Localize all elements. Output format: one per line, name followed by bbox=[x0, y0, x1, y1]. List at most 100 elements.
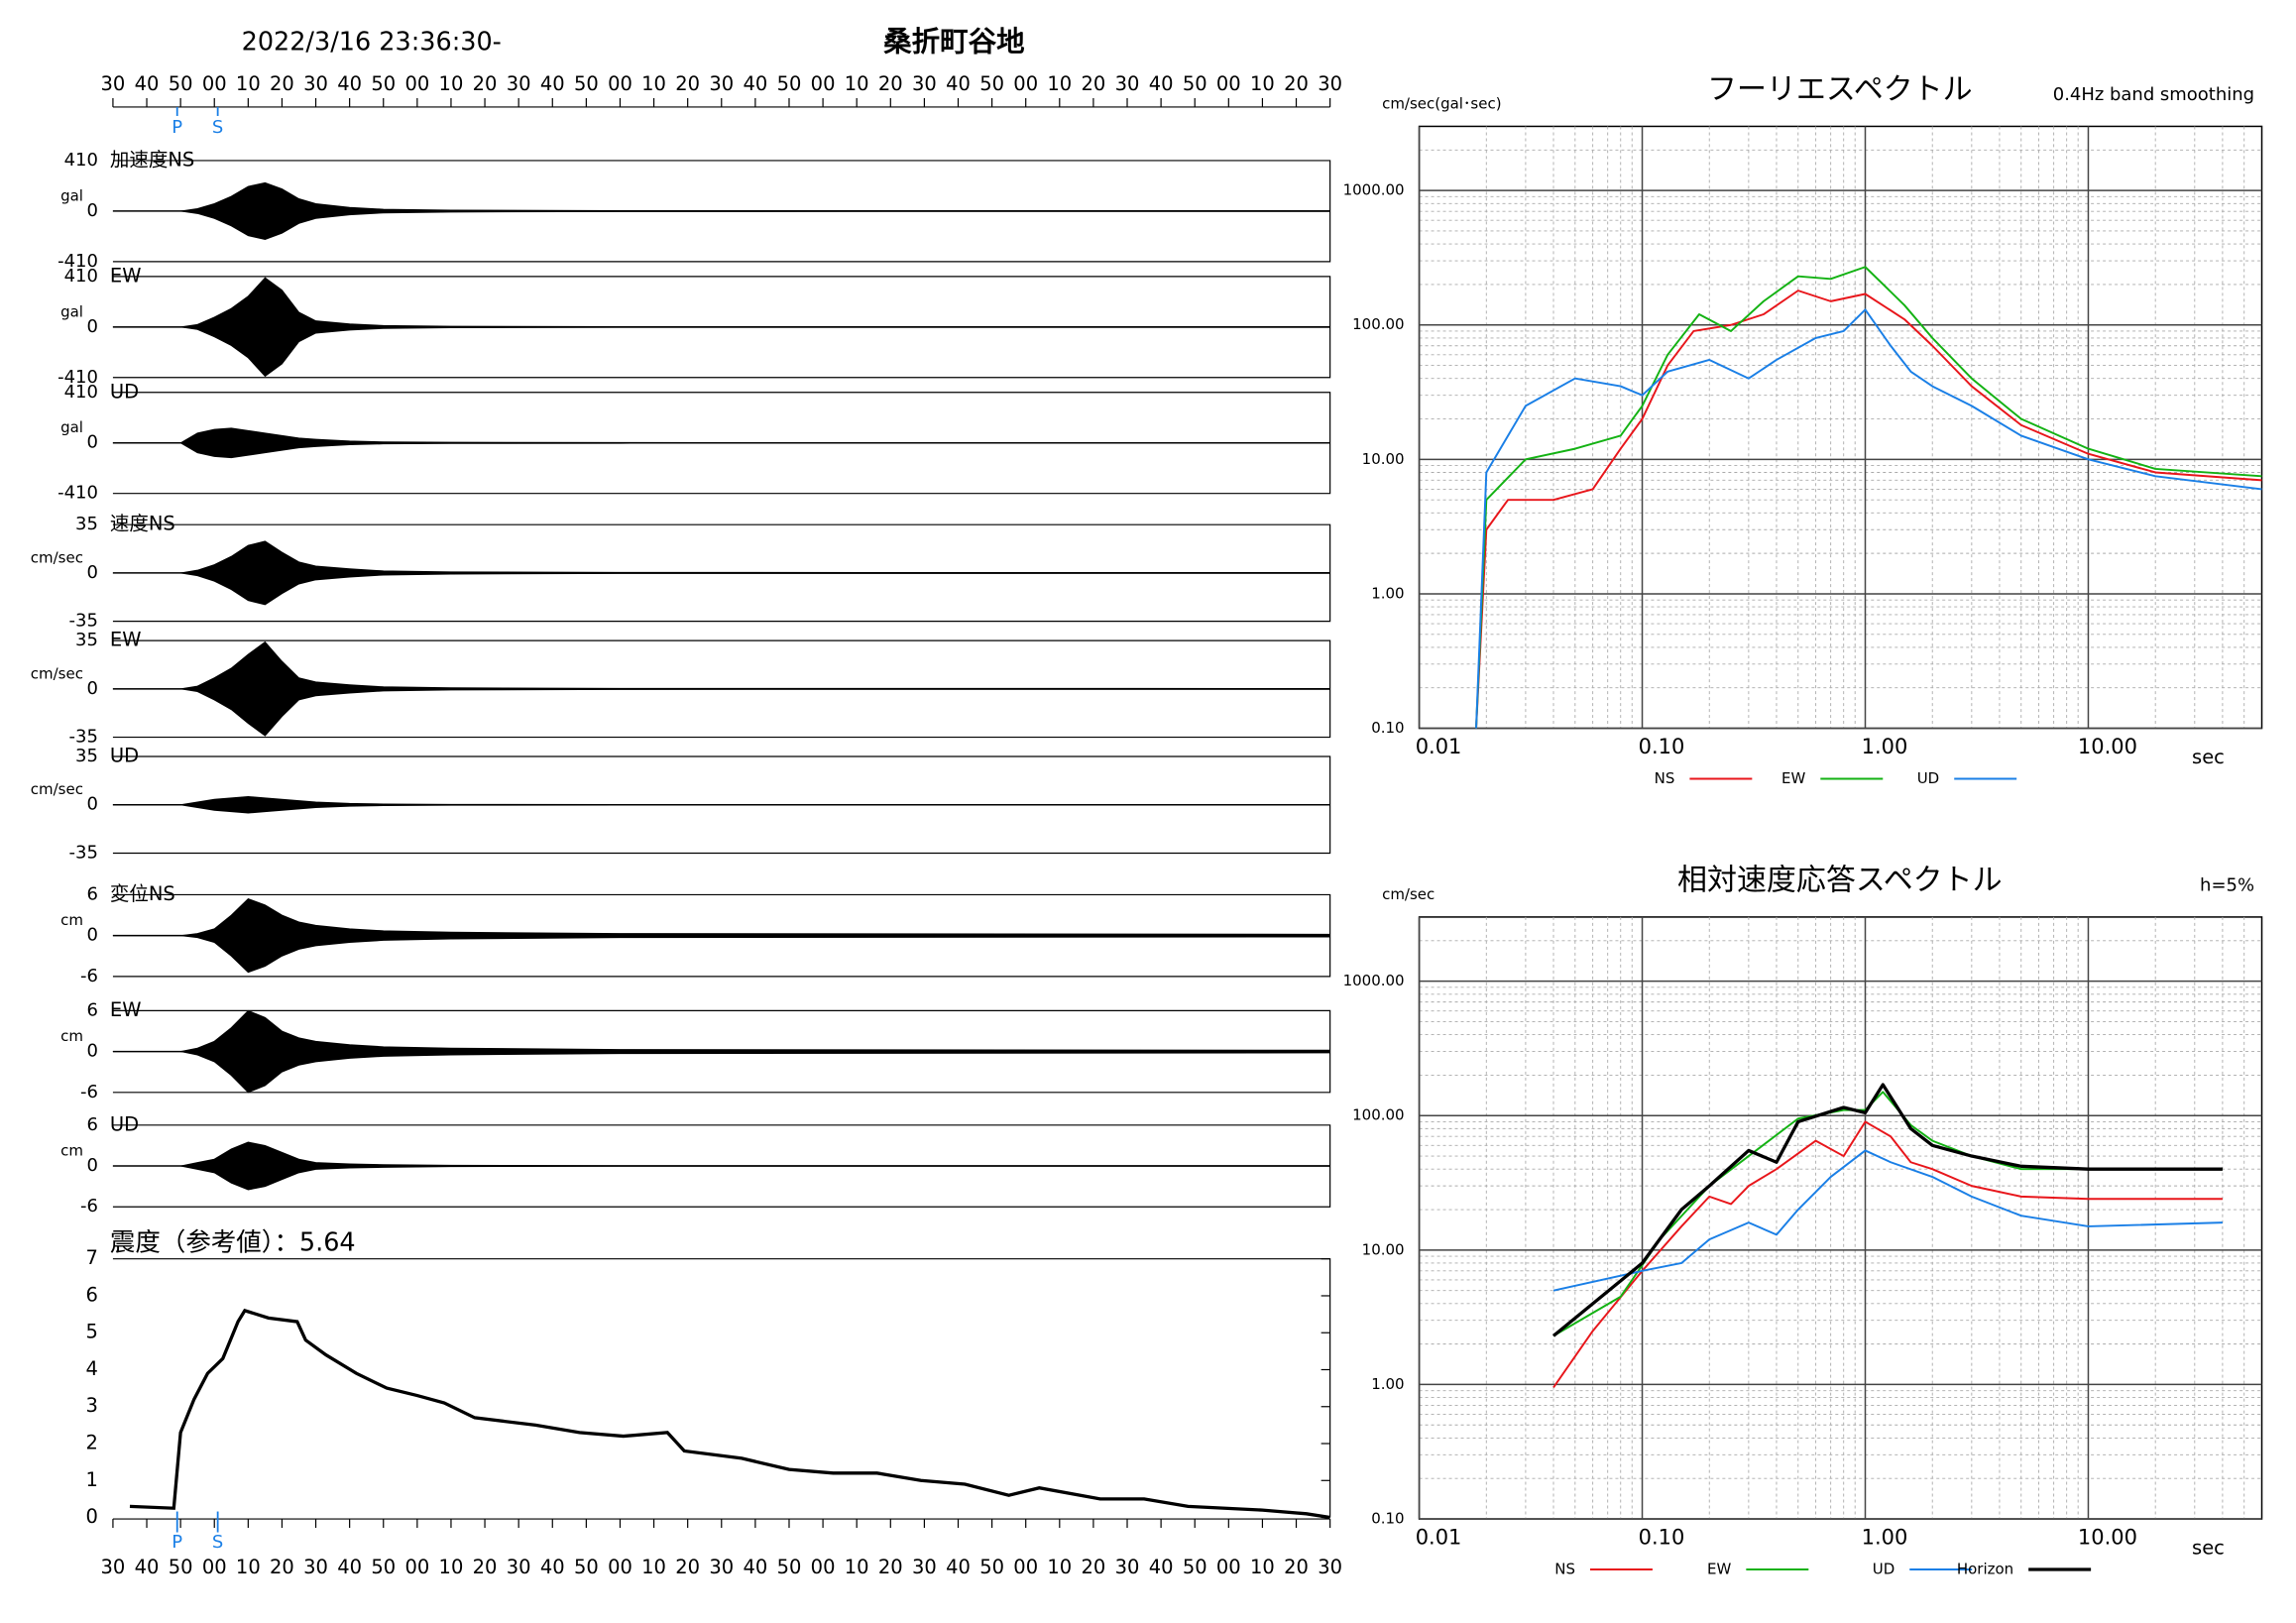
unit-label: cm bbox=[60, 1027, 83, 1045]
x-tick-label: 1.00 bbox=[1862, 1526, 1908, 1550]
y-tick-label: 0 bbox=[86, 200, 97, 221]
time-tick-label: 30 bbox=[1318, 1556, 1342, 1578]
time-tick-label: 20 bbox=[270, 1556, 294, 1578]
time-tick-label: 40 bbox=[540, 1556, 565, 1578]
waveform-outline bbox=[112, 804, 1330, 814]
waveform-outline bbox=[112, 427, 1330, 444]
y-tick-label: 6 bbox=[86, 999, 97, 1020]
intensity-line bbox=[129, 1308, 1330, 1520]
y-tick-label: -6 bbox=[80, 1196, 98, 1217]
x-axis-label: sec bbox=[2192, 1537, 2225, 1560]
y-tick-label: 0 bbox=[86, 794, 97, 815]
series-line bbox=[1475, 308, 2262, 729]
y-tick-label: 410 bbox=[64, 150, 98, 171]
time-tick-label: 30 bbox=[1318, 72, 1342, 95]
legend-label: Horizon bbox=[1957, 1561, 2013, 1578]
series-line bbox=[1552, 1120, 2223, 1389]
legend-label: EW bbox=[1707, 1561, 1731, 1578]
y-tick-label: 10.00 bbox=[1362, 450, 1405, 468]
y-tick-label: 1 bbox=[86, 1468, 98, 1491]
panel-label: UD bbox=[110, 745, 139, 767]
y-tick-label: 0 bbox=[86, 432, 97, 453]
phase-label: P bbox=[172, 117, 182, 138]
time-tick-label: 10 bbox=[236, 72, 261, 95]
time-tick-label: 10 bbox=[1047, 72, 1072, 95]
y-tick-label: 7 bbox=[86, 1246, 98, 1269]
waveform-outline bbox=[112, 1051, 1330, 1094]
unit-label: gal bbox=[60, 186, 83, 204]
time-tick-label: 40 bbox=[1149, 1556, 1174, 1578]
time-tick-label: 40 bbox=[743, 1556, 767, 1578]
time-tick-label: 40 bbox=[337, 1556, 362, 1578]
waveform-envelope bbox=[112, 1010, 1330, 1093]
waveform-envelope bbox=[112, 540, 1330, 605]
time-tick-label: 00 bbox=[404, 1556, 429, 1578]
chart-subtitle: 0.4Hz band smoothing bbox=[2053, 84, 2254, 105]
waveform-outline bbox=[112, 442, 1330, 459]
time-tick-label: 00 bbox=[608, 1556, 632, 1578]
time-tick-label: 10 bbox=[1250, 72, 1275, 95]
time-tick-label: 30 bbox=[1115, 72, 1140, 95]
time-tick-label: 20 bbox=[878, 1556, 903, 1578]
y-tick-label: 35 bbox=[75, 630, 98, 650]
time-tick-label: 10 bbox=[641, 72, 666, 95]
time-tick-label: 10 bbox=[845, 1556, 869, 1578]
time-tick-label: 50 bbox=[979, 72, 1004, 95]
y-tick-label: 0.10 bbox=[1371, 719, 1404, 737]
time-tick-label: 50 bbox=[777, 72, 802, 95]
waveform-envelope bbox=[112, 182, 1330, 240]
unit-label: cm/sec bbox=[31, 664, 83, 682]
y-axis-label: cm/sec(gal･sec) bbox=[1382, 94, 1501, 112]
time-tick-label: 00 bbox=[1013, 1556, 1038, 1578]
time-tick-label: 00 bbox=[202, 72, 227, 95]
time-tick-label: 00 bbox=[811, 1556, 836, 1578]
time-tick-label: 00 bbox=[608, 72, 632, 95]
panel-label: 変位NS bbox=[110, 882, 175, 905]
panel-label: EW bbox=[110, 629, 142, 651]
chart-title: フーリエスペクトル bbox=[1707, 72, 1973, 107]
unit-label: cm/sec bbox=[31, 548, 83, 566]
time-tick-label: 00 bbox=[404, 72, 429, 95]
time-tick-label: 30 bbox=[507, 1556, 531, 1578]
waveform-outline bbox=[112, 1165, 1330, 1191]
time-tick-label: 20 bbox=[675, 72, 700, 95]
time-tick-label: 00 bbox=[1216, 1556, 1241, 1578]
time-tick-label: 00 bbox=[1013, 72, 1038, 95]
time-tick-label: 20 bbox=[1082, 1556, 1106, 1578]
time-tick-label: 50 bbox=[169, 1556, 193, 1578]
y-tick-label: 410 bbox=[64, 382, 98, 403]
y-tick-label: 10.00 bbox=[1362, 1240, 1405, 1258]
time-tick-label: 20 bbox=[878, 72, 903, 95]
panel-label: UD bbox=[110, 380, 139, 403]
waveform-outline bbox=[112, 688, 1330, 737]
panel-label: EW bbox=[110, 264, 142, 287]
x-tick-label: 10.00 bbox=[2078, 735, 2137, 758]
y-tick-label: 1000.00 bbox=[1343, 181, 1405, 199]
time-tick-label: 40 bbox=[1149, 72, 1174, 95]
time-tick-label: 50 bbox=[169, 72, 193, 95]
datetime: 2022/3/16 23:36:30- bbox=[242, 28, 502, 58]
time-tick-label: 20 bbox=[1284, 1556, 1309, 1578]
x-tick-label: 0.01 bbox=[1416, 735, 1462, 758]
time-tick-label: 40 bbox=[540, 72, 565, 95]
y-tick-label: -35 bbox=[69, 727, 98, 748]
series-line bbox=[1552, 1149, 2223, 1292]
y-tick-label: 5 bbox=[86, 1321, 98, 1343]
time-tick-label: 20 bbox=[1082, 72, 1106, 95]
y-tick-label: 6 bbox=[86, 1114, 97, 1135]
time-tick-label: 50 bbox=[777, 1556, 802, 1578]
y-tick-label: 100.00 bbox=[1352, 1106, 1404, 1124]
y-tick-label: 100.00 bbox=[1352, 315, 1404, 333]
y-tick-label: 4 bbox=[86, 1357, 98, 1380]
waveform-outline bbox=[112, 1009, 1330, 1053]
time-tick-label: 00 bbox=[811, 72, 836, 95]
legend-label: EW bbox=[1781, 769, 1805, 787]
phase-label: P bbox=[172, 1532, 182, 1553]
waveform-outline bbox=[112, 540, 1330, 574]
waveform-outline bbox=[112, 795, 1330, 806]
y-tick-label: -35 bbox=[69, 842, 98, 863]
panel-label: 速度NS bbox=[110, 513, 175, 535]
time-tick-label: 30 bbox=[507, 72, 531, 95]
